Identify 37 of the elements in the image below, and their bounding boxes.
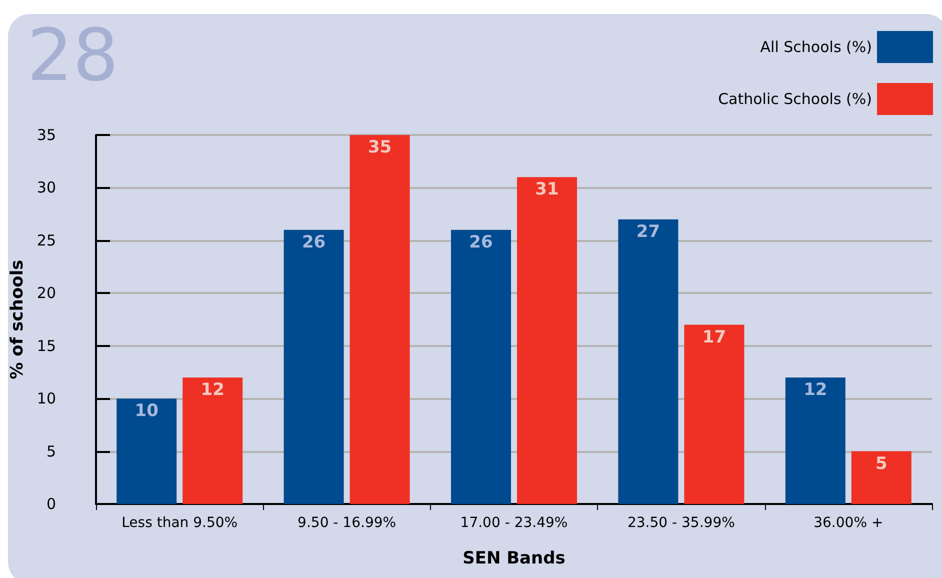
y-tick-label: 10 [36, 390, 56, 408]
bar [684, 324, 744, 504]
bar [116, 398, 177, 504]
x-tick-label: 36.00% + [814, 515, 884, 531]
y-tick-label: 20 [36, 284, 56, 302]
data-label: 27 [636, 222, 660, 242]
y-tick-label: 30 [36, 178, 56, 197]
bar [618, 219, 678, 504]
data-label: 17 [702, 327, 726, 348]
bar [350, 135, 410, 504]
x-tick-label: Less than 9.50% [122, 515, 238, 531]
data-label: 35 [368, 138, 392, 158]
legend-label: All Schools (%) [760, 38, 872, 56]
y-axis-title: % of schools [8, 260, 28, 380]
data-label: 12 [200, 380, 224, 400]
x-axis-title: SEN Bands [462, 548, 566, 568]
bar [517, 177, 577, 504]
data-label: 10 [134, 401, 159, 422]
bar [284, 230, 344, 504]
data-label: 26 [302, 232, 326, 252]
bar [451, 230, 511, 504]
data-label: 26 [469, 232, 493, 252]
y-tick-label: 0 [46, 495, 56, 513]
bar [785, 377, 846, 504]
data-label: 5 [875, 454, 888, 474]
legend-label: Catholic Schools (%) [718, 90, 872, 108]
y-tick-label: 35 [36, 126, 56, 144]
x-tick-label: 17.00 - 23.49% [460, 515, 568, 531]
bar [182, 377, 243, 504]
y-tick-label: 5 [46, 442, 56, 460]
y-tick-label: 25 [36, 231, 56, 250]
data-label: 12 [804, 380, 828, 400]
data-label: 31 [535, 180, 559, 200]
bar [851, 451, 912, 504]
x-tick-label: 9.50 - 16.99% [298, 515, 396, 531]
x-tick-label: 23.50 - 35.99% [627, 515, 735, 531]
y-tick-label: 15 [36, 336, 56, 355]
